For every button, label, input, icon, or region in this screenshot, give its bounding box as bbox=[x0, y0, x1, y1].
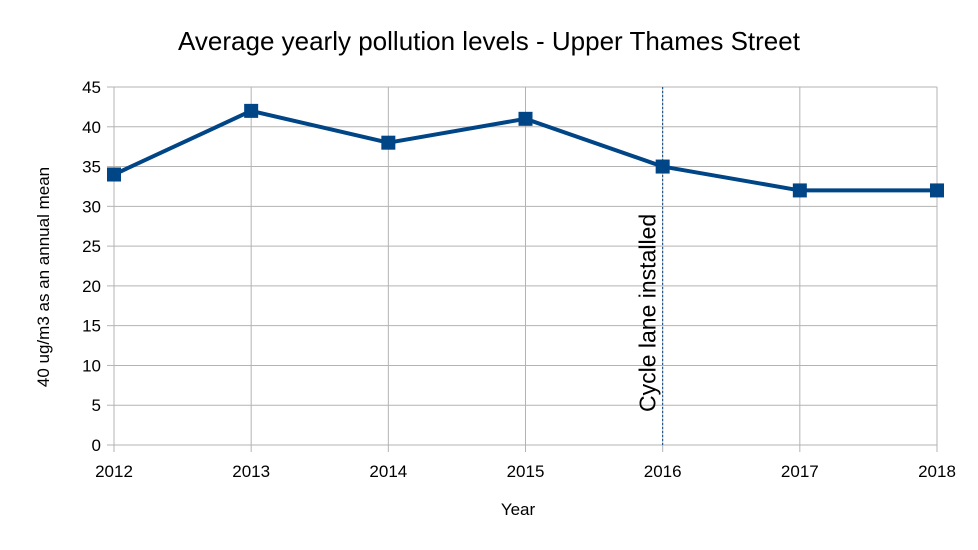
x-tick-label-2018: 2018 bbox=[918, 462, 956, 481]
series bbox=[107, 103, 944, 198]
x-tick-label-2017: 2017 bbox=[781, 462, 819, 481]
x-axis-title: Year bbox=[501, 500, 536, 519]
y-tick-labels: 0 5 10 15 20 25 30 35 40 45 bbox=[82, 78, 101, 455]
y-tick-label-35: 35 bbox=[82, 158, 101, 177]
annotation-label: Cycle lane installed bbox=[635, 214, 661, 412]
y-tick-label-0: 0 bbox=[92, 436, 101, 455]
data-point-2017 bbox=[792, 183, 807, 198]
y-tick-label-25: 25 bbox=[82, 237, 101, 256]
axes bbox=[107, 86, 938, 452]
y-tick-label-5: 5 bbox=[92, 396, 101, 415]
y-tick-label-45: 45 bbox=[82, 78, 101, 97]
data-point-2018 bbox=[930, 183, 944, 198]
x-tick-label-2014: 2014 bbox=[369, 462, 407, 481]
data-point-2015 bbox=[518, 111, 533, 126]
x-tick-label-2015: 2015 bbox=[507, 462, 545, 481]
x-tick-label-2012: 2012 bbox=[95, 462, 133, 481]
annotation: Cycle lane installed bbox=[635, 87, 664, 445]
chart-title: Average yearly pollution levels - Upper … bbox=[178, 26, 801, 56]
y-tick-label-10: 10 bbox=[82, 356, 101, 375]
x-tick-labels: 2012 2013 2014 2015 2016 2017 2018 bbox=[95, 462, 956, 481]
y-tick-label-30: 30 bbox=[82, 197, 101, 216]
y-axis-title: 40 ug/m3 as an annual mean bbox=[34, 167, 53, 387]
data-point-2012 bbox=[107, 167, 121, 182]
y-tick-label-15: 15 bbox=[82, 317, 101, 336]
x-tick-label-2013: 2013 bbox=[232, 462, 270, 481]
y-tick-label-40: 40 bbox=[82, 118, 101, 137]
data-point-2016 bbox=[655, 159, 670, 174]
x-tick-label-2016: 2016 bbox=[644, 462, 682, 481]
grid-lines bbox=[114, 86, 938, 445]
data-point-2014 bbox=[381, 135, 396, 150]
data-point-2013 bbox=[244, 103, 259, 118]
y-tick-label-20: 20 bbox=[82, 277, 101, 296]
